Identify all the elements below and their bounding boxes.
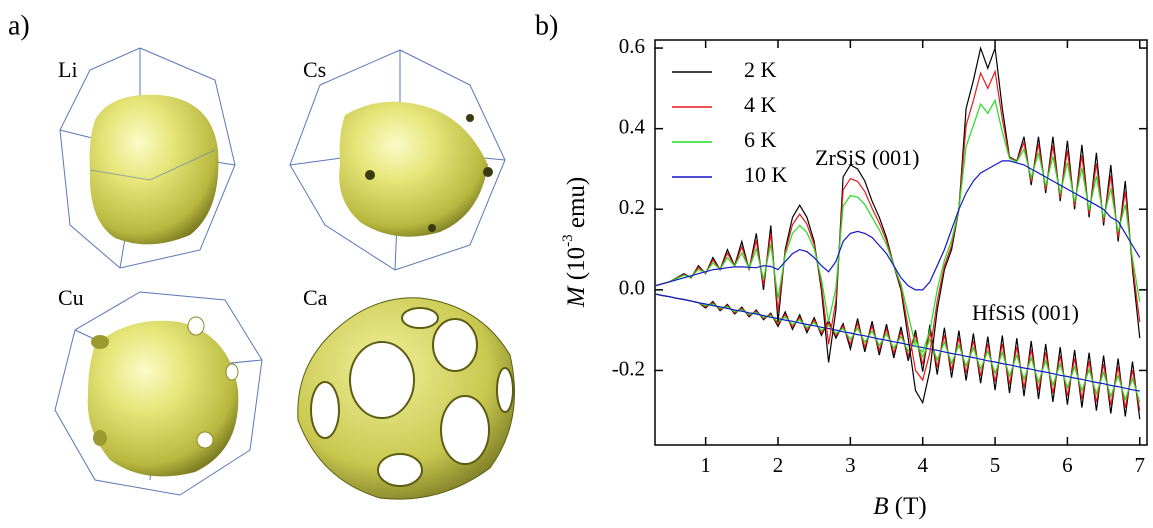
data-line (654, 98, 1141, 353)
legend-label: 2 K (744, 57, 777, 82)
annotation: HfSiS (001) (972, 300, 1079, 325)
x-axis-label: B (T) (873, 493, 926, 520)
y-unit: emu) (563, 177, 590, 235)
fermi-surface-ca (297, 297, 515, 500)
surface-label: Ca (303, 285, 328, 310)
y-var: M (563, 285, 590, 308)
x-tick-label: 1 (700, 453, 711, 477)
x-tick-label: 2 (773, 453, 784, 477)
surface-label: Li (58, 57, 78, 82)
fermi-surface-li (59, 47, 236, 269)
data-line (654, 69, 1141, 382)
legend-label: 6 K (744, 127, 777, 152)
y-tick-label: 0.0 (619, 276, 645, 300)
legend-label: 10 K (744, 162, 788, 187)
y-tick-label: 0.4 (619, 114, 646, 138)
fermi-surface-cs (289, 49, 506, 271)
y-tick-label: 0.2 (619, 195, 645, 219)
x-tick-label: 6 (1062, 453, 1073, 477)
x-tick-label: 3 (845, 453, 856, 477)
x-var: B (873, 493, 888, 520)
fermi-surface-cu (54, 291, 263, 496)
annotation: ZrSiS (001) (815, 145, 920, 170)
y-tick-label: 0.6 (619, 34, 645, 58)
x-tick-label: 4 (917, 453, 928, 477)
legend-label: 4 K (744, 92, 777, 117)
data-line (654, 293, 1140, 392)
panel-label: b) (535, 10, 558, 41)
y-unit-exp: -3 (560, 234, 576, 247)
y-tick-label: -0.2 (612, 356, 645, 380)
x-tick-label: 7 (1135, 453, 1146, 477)
data-line (654, 160, 1141, 291)
y-unit: (10 (563, 247, 590, 280)
x-unit: (T) (895, 493, 927, 520)
surface-label: Cu (58, 285, 84, 310)
panel-label: a) (8, 10, 30, 41)
data-line (654, 45, 1141, 405)
y-axis-label: M (10-3 emu) (560, 177, 589, 309)
surface-label: Cs (303, 57, 326, 82)
x-tick-label: 5 (990, 453, 1001, 477)
plot-frame (654, 39, 1148, 446)
